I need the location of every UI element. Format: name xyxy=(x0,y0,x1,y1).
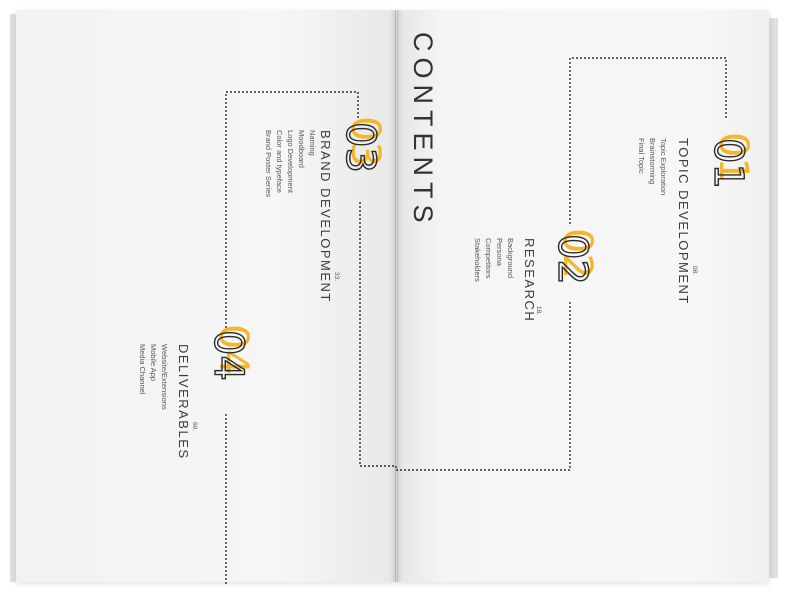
section-02-number: 02 02 xyxy=(548,228,600,286)
route-segment-03 xyxy=(225,91,359,330)
contents-title: CONTENTS xyxy=(408,32,438,229)
section-01-item: Topic Exploration xyxy=(659,138,668,196)
section-03-item: Moodboard xyxy=(297,130,306,168)
right-page-edge xyxy=(768,18,778,578)
section-02-item: Stakeholders xyxy=(473,238,482,282)
section-03-item: Naming xyxy=(308,130,317,156)
left-page-edge xyxy=(10,14,20,582)
section-01-title: TOPIC DEVELOPMENT xyxy=(676,138,691,305)
section-03-item: Brand Poster Series xyxy=(264,130,273,198)
section-03-item: Color and typeface xyxy=(275,130,284,193)
section-01-item: Final Topic xyxy=(637,138,646,174)
section-03-number: 03 03 xyxy=(336,116,388,174)
right-page xyxy=(397,10,769,582)
section-02-page: 18. xyxy=(535,306,542,316)
section-04-number: 04 04 xyxy=(204,324,256,382)
section-02-item: Background xyxy=(506,238,515,279)
section-02-item: Competitors xyxy=(484,238,493,279)
section-03-page: 33. xyxy=(333,272,340,282)
section-03-item: Logo Development xyxy=(286,130,295,193)
book-spine xyxy=(389,10,403,582)
route-segment-01 xyxy=(569,57,727,224)
section-01-item: Brainstorming xyxy=(648,138,657,185)
section-04-page: 60. xyxy=(191,422,198,432)
section-01-page: 08. xyxy=(691,266,698,276)
section-01-number: 01 01 xyxy=(704,132,756,190)
section-04-title: DELIVERABLES xyxy=(176,344,191,460)
left-page xyxy=(16,10,396,582)
section-02-item: Persona xyxy=(495,238,504,266)
section-04-item: Mobile App xyxy=(149,344,158,382)
route-segment-02 xyxy=(359,200,571,471)
section-04-item: Media Channel xyxy=(138,344,147,395)
section-03-title: BRAND DEVELOPMENT xyxy=(318,130,333,303)
section-04-item: Website/Extensions xyxy=(160,344,169,410)
